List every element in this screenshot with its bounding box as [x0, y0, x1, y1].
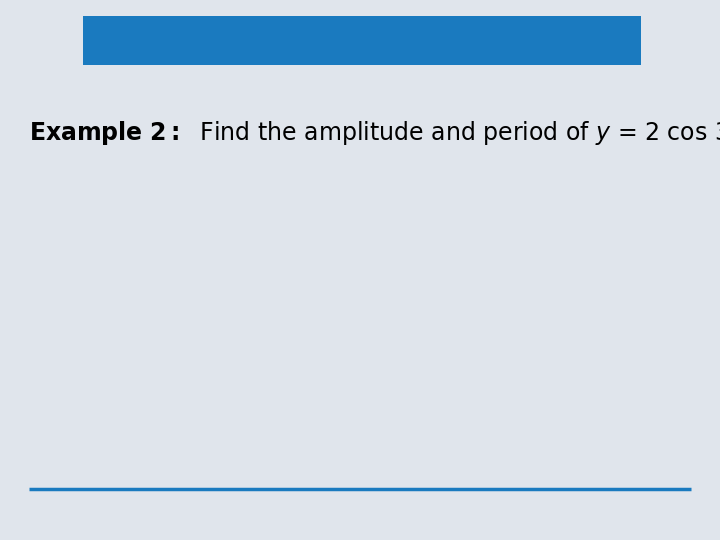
Bar [83, 16, 641, 65]
Text: $\mathbf{Example\ 2:}$  Find the amplitude and period of $y$ = 2 cos 3$\theta$.: $\mathbf{Example\ 2:}$ Find the amplitud… [29, 119, 720, 147]
